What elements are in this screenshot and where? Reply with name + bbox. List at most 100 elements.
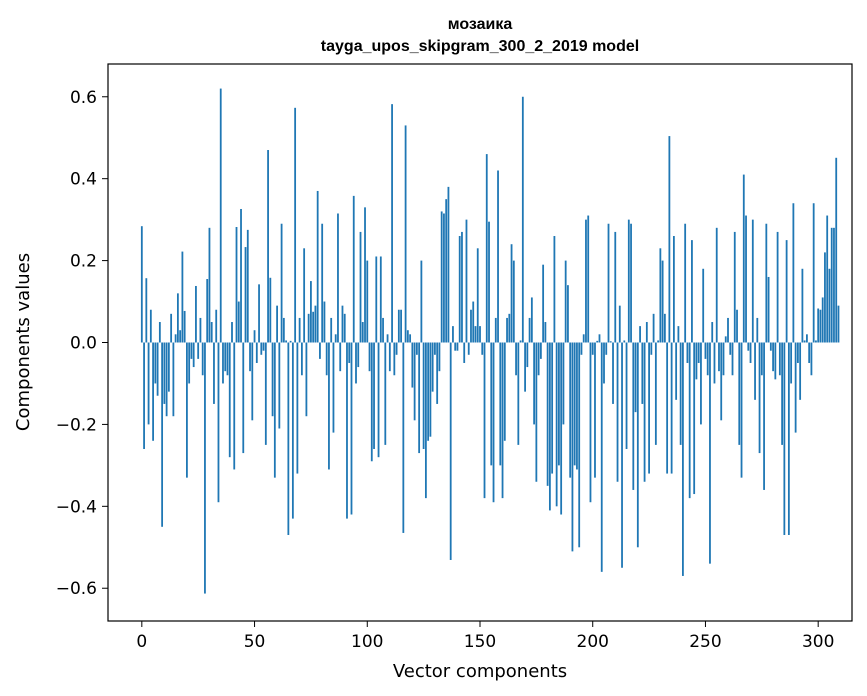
bar-27 (201, 342, 204, 376)
bar-90 (343, 313, 346, 343)
bar-18 (181, 251, 184, 343)
bar-306 (830, 227, 833, 343)
bar-164 (510, 244, 513, 343)
bar-309 (837, 305, 840, 343)
bar-52 (258, 284, 260, 343)
bar-199 (589, 342, 592, 503)
bar-103 (373, 342, 375, 449)
bar-208 (609, 341, 612, 343)
bar-72 (303, 248, 306, 343)
bar-221 (639, 326, 641, 343)
bar-180 (546, 342, 549, 486)
bar-228 (654, 342, 657, 445)
bar-231 (661, 260, 664, 343)
bar-153 (485, 154, 488, 343)
bar-77 (314, 305, 317, 343)
bar-263 (733, 231, 736, 343)
bar-50 (253, 330, 256, 343)
y-tick-label: 0.0 (70, 334, 97, 354)
bar-119 (409, 334, 412, 343)
bar-242 (686, 342, 689, 363)
bar-220 (636, 342, 639, 548)
bar-285 (783, 342, 786, 535)
bar-273 (756, 317, 759, 343)
bar-88 (339, 342, 342, 372)
bar-30 (208, 227, 211, 343)
bar-9 (161, 342, 164, 527)
bar-45 (242, 342, 245, 454)
bar-144 (465, 219, 468, 343)
bar-48 (249, 342, 251, 372)
bar-293 (801, 268, 804, 343)
bar-37 (224, 342, 227, 372)
y-tick-label: −0.2 (56, 415, 97, 435)
bar-264 (736, 309, 738, 343)
bar-178 (542, 264, 545, 343)
bar-40 (231, 322, 233, 343)
bar-121 (413, 342, 416, 421)
bar-232 (663, 313, 666, 343)
bar-138 (452, 326, 454, 343)
bar-113 (395, 342, 398, 355)
x-tick-label: 50 (244, 632, 266, 652)
bar-67 (291, 342, 294, 519)
bar-84 (330, 317, 333, 343)
bar-243 (688, 342, 691, 499)
bar-74 (307, 313, 310, 343)
bar-29 (206, 279, 209, 343)
bar-114 (397, 309, 400, 343)
bar-145 (467, 342, 470, 355)
bar-289 (792, 203, 795, 343)
bar-176 (537, 342, 540, 376)
bar-79 (319, 342, 321, 359)
bar-118 (406, 330, 409, 343)
bar-19 (183, 310, 186, 343)
bar-24 (195, 285, 197, 343)
bar-256 (718, 342, 720, 372)
bar-296 (808, 342, 811, 363)
bar-186 (560, 342, 563, 515)
bar-92 (348, 342, 351, 363)
bar-140 (456, 342, 459, 351)
bar-207 (607, 223, 610, 343)
bar-212 (618, 305, 621, 343)
bar-76 (312, 311, 315, 343)
x-axis-label: Vector components (393, 661, 567, 682)
bar-96 (357, 342, 360, 368)
bar-250 (704, 342, 707, 359)
bar-148 (474, 326, 477, 343)
bar-168 (519, 340, 522, 343)
bar-62 (280, 223, 283, 343)
bar-150 (479, 326, 481, 343)
bar-106 (379, 256, 382, 343)
bar-146 (470, 309, 472, 343)
bar-288 (790, 342, 793, 384)
bar-49 (251, 342, 254, 421)
bar-305 (828, 268, 831, 343)
bar-280 (772, 342, 774, 372)
bar-209 (612, 342, 614, 404)
bar-82 (325, 342, 328, 376)
bar-141 (458, 236, 461, 343)
bar-193 (576, 342, 578, 470)
bar-42 (235, 227, 238, 343)
bar-39 (228, 342, 231, 458)
bar-17 (179, 330, 182, 343)
bar-36 (222, 342, 224, 384)
bar-154 (488, 221, 490, 343)
bar-196 (582, 334, 585, 343)
bar-68 (294, 107, 297, 343)
bar-87 (337, 213, 339, 343)
bar-65 (287, 342, 290, 535)
bar-295 (806, 334, 808, 343)
chart-title-line2: tayga_upos_skipgram_300_2_2019 model (321, 38, 639, 55)
bar-185 (558, 342, 560, 466)
bar-6 (154, 342, 157, 384)
bar-135 (445, 199, 448, 343)
bar-191 (571, 342, 574, 552)
bar-239 (679, 342, 682, 445)
bar-299 (815, 340, 817, 343)
y-tick-label: −0.6 (56, 579, 97, 599)
bar-26 (199, 317, 202, 343)
bar-271 (751, 219, 754, 343)
